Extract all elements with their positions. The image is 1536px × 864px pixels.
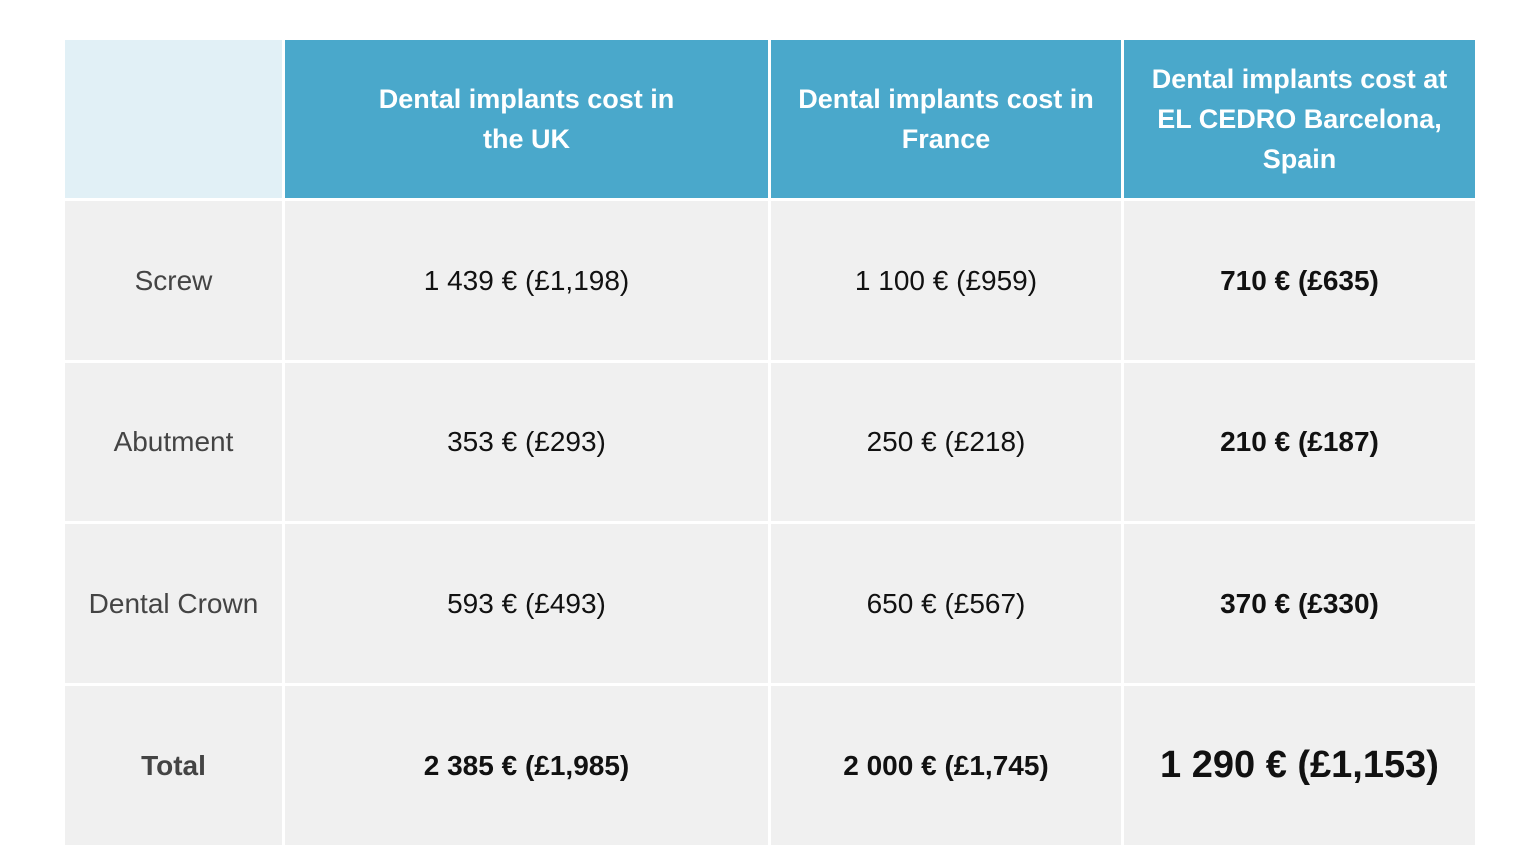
cell: 250 € (£218) — [771, 363, 1121, 521]
header-text: Dental implants cost in the UK — [378, 84, 675, 154]
cell: 370 € (£330) — [1124, 524, 1475, 683]
row-label: Screw — [65, 201, 282, 360]
cell: 650 € (£567) — [771, 524, 1121, 683]
header-cell: Dental implants cost in the UK — [285, 40, 768, 198]
cell: 593 € (£493) — [285, 524, 768, 683]
cell: 1 100 € (£959) — [771, 201, 1121, 360]
header-cell: Dental implants cost at EL CEDRO Barcelo… — [1124, 40, 1475, 198]
cell: 210 € (£187) — [1124, 363, 1475, 521]
header-text: Dental implants cost in France — [798, 84, 1094, 154]
row-label: Abutment — [65, 363, 282, 521]
cell: 1 439 € (£1,198) — [285, 201, 768, 360]
cell: 353 € (£293) — [285, 363, 768, 521]
price-table: Dental implants cost in the UK Dental im… — [65, 40, 1475, 845]
corner-cell — [65, 40, 282, 198]
cell: 1 290 € (£1,153) — [1124, 686, 1475, 845]
row-label: Dental Crown — [65, 524, 282, 683]
cell: 2 385 € (£1,985) — [285, 686, 768, 845]
header-text: Dental implants cost at EL CEDRO Barcelo… — [1151, 64, 1448, 174]
cell: 2 000 € (£1,745) — [771, 686, 1121, 845]
header-cell: Dental implants cost in France — [771, 40, 1121, 198]
row-label: Total — [65, 686, 282, 845]
cell: 710 € (£635) — [1124, 201, 1475, 360]
